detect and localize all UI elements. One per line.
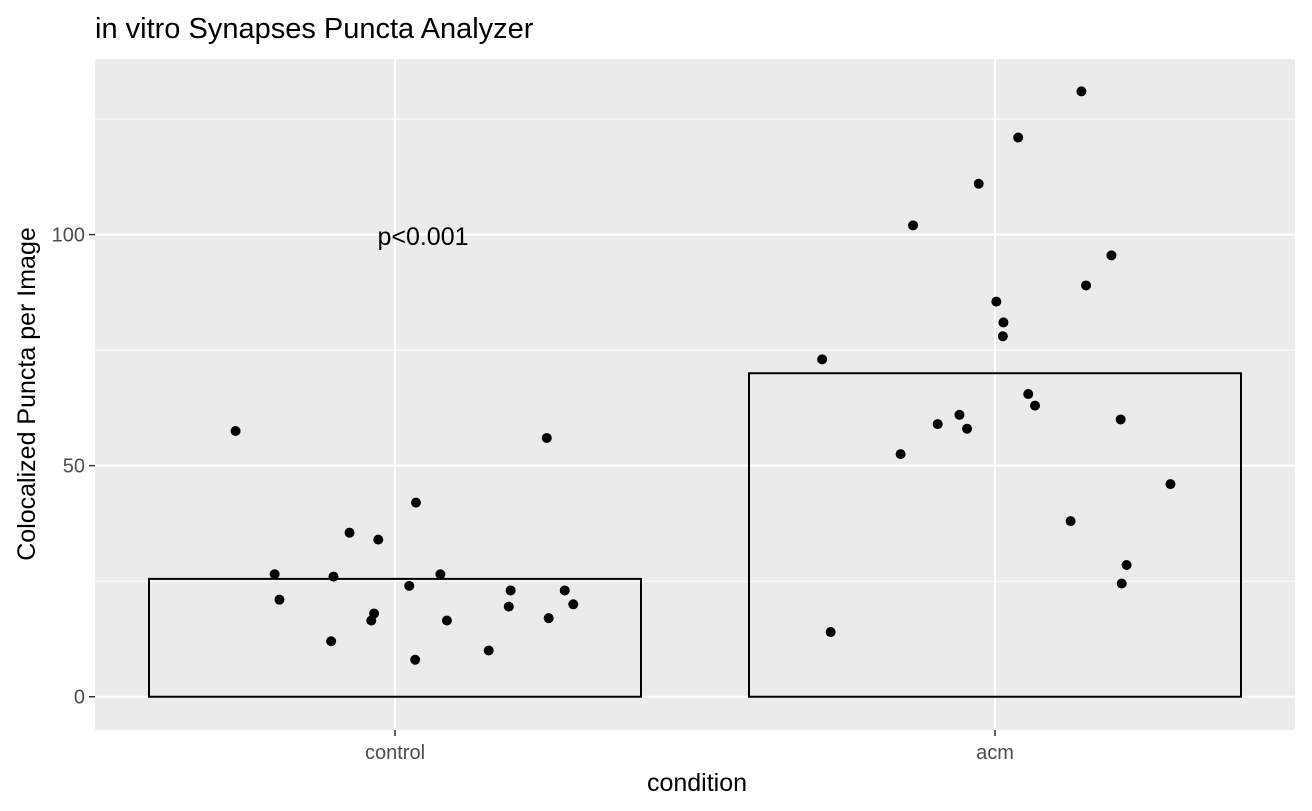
data-point-acm [954, 409, 965, 420]
data-point-control [559, 585, 570, 596]
data-point-control [344, 527, 355, 538]
data-point-acm [1081, 280, 1092, 291]
data-point-control [503, 601, 514, 612]
y-axis-title: Colocalized Puncta per Image [13, 227, 41, 561]
data-point-control [541, 432, 552, 443]
data-point-control [441, 615, 452, 626]
bar-acm [748, 372, 1242, 698]
data-point-acm [1076, 86, 1087, 97]
data-point-acm [1065, 516, 1076, 527]
data-point-control [373, 534, 384, 545]
data-point-acm [817, 354, 828, 365]
data-point-control [505, 585, 516, 596]
data-point-control [410, 654, 421, 665]
y-tick-label: 100 [52, 225, 85, 247]
data-point-control [326, 636, 337, 647]
data-point-acm [1013, 132, 1024, 143]
data-point-acm [1116, 578, 1127, 589]
bars [148, 372, 1242, 698]
data-point-acm [1030, 400, 1041, 411]
y-tick-label: 0 [74, 687, 85, 709]
data-point-control [483, 645, 494, 656]
data-point-acm [997, 331, 1008, 342]
data-point-acm [973, 178, 984, 189]
x-tick-label-acm: acm [976, 742, 1014, 764]
data-point-control [366, 615, 377, 626]
data-point-acm [1115, 414, 1126, 425]
y-axis-ticks: 0 50 100 [52, 225, 95, 709]
data-point-control [269, 569, 280, 580]
data-point-acm [1165, 479, 1176, 490]
data-points [230, 86, 1176, 665]
data-point-acm [1121, 560, 1132, 571]
data-point-acm [998, 317, 1009, 328]
x-axis-title: condition [647, 769, 747, 797]
data-point-control [274, 594, 285, 605]
data-point-control [404, 580, 415, 591]
x-axis-ticks: control acm [365, 730, 1014, 764]
data-point-control [230, 426, 241, 437]
data-point-acm [962, 423, 973, 434]
p-value-annotation: p<0.001 [377, 223, 468, 251]
data-point-control [435, 569, 446, 580]
y-tick-label: 50 [63, 456, 85, 478]
data-point-control [568, 599, 579, 610]
data-point-acm [825, 627, 836, 638]
bar-control [148, 577, 642, 698]
data-point-control [410, 497, 421, 508]
chart-title: in vitro Synapses Puncta Analyzer [95, 13, 534, 45]
data-point-control [328, 571, 339, 582]
data-point-acm [908, 220, 919, 231]
data-point-acm [932, 419, 943, 430]
data-point-acm [1023, 389, 1034, 400]
data-point-acm [895, 449, 906, 460]
x-tick-label-control: control [365, 742, 425, 764]
data-point-control [543, 613, 554, 624]
data-point-acm [991, 296, 1002, 307]
data-point-acm [1106, 250, 1117, 261]
plot-panel [95, 59, 1295, 730]
